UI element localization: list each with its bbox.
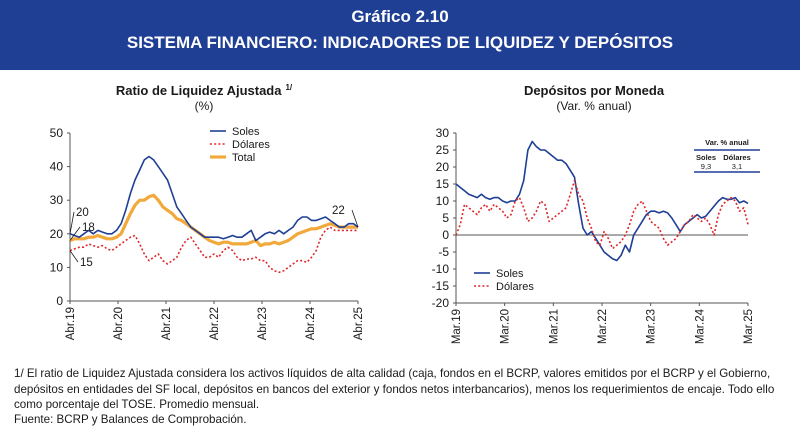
chart2-y-tick-label: 25: [436, 143, 450, 157]
chart2-x-tick-label: Mar.24: [694, 308, 706, 344]
chart2-series-dlares: [455, 179, 749, 250]
chart2-y-tick-label: 15: [436, 177, 450, 191]
chart2-title: Depósitos por Moneda: [524, 83, 665, 98]
chart2-inset-value: 9,3: [701, 162, 711, 171]
chart2-x-tick-label: Mar.22: [597, 309, 609, 344]
chart-header: Gráfico 2.10 SISTEMA FINANCIERO: INDICAD…: [0, 0, 800, 70]
chart2-y-tick-label: -5: [438, 245, 449, 259]
chart2-x-tick-label: Mar.21: [548, 309, 560, 344]
chart1-annotation-label: 22: [332, 205, 345, 217]
chart2-inset-col-header: Dólares: [723, 153, 751, 162]
chart-main-title: SISTEMA FINANCIERO: INDICADORES DE LIQUI…: [126, 33, 674, 52]
chart1-annotation-label: 15: [80, 257, 93, 269]
chart2-y-tick-label: 5: [442, 211, 449, 225]
chart1-x-tick-label: Abr.23: [257, 307, 269, 340]
chart2-inset-value: 3,1: [732, 162, 742, 171]
chart1-title: Ratio de Liquidez Ajustada 1/: [116, 83, 293, 98]
chart2-y-tick-label: 20: [436, 160, 450, 174]
chart2-y-tick-label: -10: [432, 262, 450, 276]
chart2-inset-title: Var. % anual: [705, 138, 749, 147]
chart1-x-tick-label: Abr.19: [65, 307, 77, 340]
chart2-y-tick-label: -20: [432, 296, 450, 310]
chart1-x-tick-label: Abr.20: [113, 307, 125, 340]
chart1-series-total: [69, 193, 358, 248]
chart1-series-dlares: [69, 226, 358, 274]
chart1-annotation-label: 18: [82, 222, 95, 234]
chart1-annotation-label: 20: [76, 207, 89, 219]
chart2-subtitle: (Var. % anual): [556, 99, 631, 113]
chart2-inset-col-header: Soles: [696, 153, 716, 162]
chart1-y-tick-label: 40: [50, 160, 64, 174]
chart1-annotation-leader: [351, 209, 359, 228]
chart1-legend-label: Dólares: [232, 139, 270, 151]
chart1-subtitle: (%): [195, 99, 214, 113]
chart1-y-tick-label: 10: [50, 260, 64, 274]
chart2-y-tick-label: 30: [436, 126, 450, 140]
chart1-title-note: 1/: [285, 83, 292, 92]
chart1-y-tick-label: 20: [50, 227, 64, 241]
chart2-x-tick-label: Mar.23: [646, 309, 658, 344]
chart1-y-tick-label: 30: [50, 193, 64, 207]
charts-canvas: Ratio de Liquidez Ajustada 1/(%) 0 10 20 30 40…: [50, 83, 760, 344]
chart1-legend-label: Total: [232, 152, 255, 164]
source-note: Fuente: BCRP y Balances de Comprobación.: [14, 413, 247, 426]
chart2-x-tick-label: Mar.19: [451, 309, 463, 344]
footnote: 1/ El ratio de Liquidez Ajustada conside…: [14, 367, 775, 411]
chart2-y-tick-label: 0: [442, 228, 449, 242]
chart2-y-tick-label: -15: [432, 279, 450, 293]
chart1-legend-label: Soles: [232, 126, 260, 138]
chart1-annotation-leader: [69, 211, 75, 234]
chart1-y-tick-label: 50: [50, 126, 64, 140]
chart1-x-tick-label: Abr.22: [209, 307, 221, 340]
chart1-x-tick-label: Abr.25: [353, 307, 365, 340]
chart-number: Gráfico 2.10: [351, 7, 449, 26]
chart1-series-soles: [69, 155, 359, 242]
chart2-legend-label: Dólares: [496, 281, 534, 293]
chart2-x-tick-label: Mar.25: [743, 309, 755, 344]
chart2-y-tick-label: 10: [436, 194, 450, 208]
chart1-y-tick-label: 0: [56, 294, 63, 308]
chart1-annotation-leader: [69, 250, 79, 263]
chart2-series-soles: [455, 140, 749, 262]
chart1-x-tick-label: Abr.24: [305, 306, 317, 340]
chart1-annotation-leader: [69, 226, 81, 241]
chart2-x-tick-label: Mar.20: [500, 309, 512, 344]
chart1-x-tick-label: Abr.21: [161, 307, 173, 340]
chart2-legend-label: Soles: [496, 268, 524, 280]
